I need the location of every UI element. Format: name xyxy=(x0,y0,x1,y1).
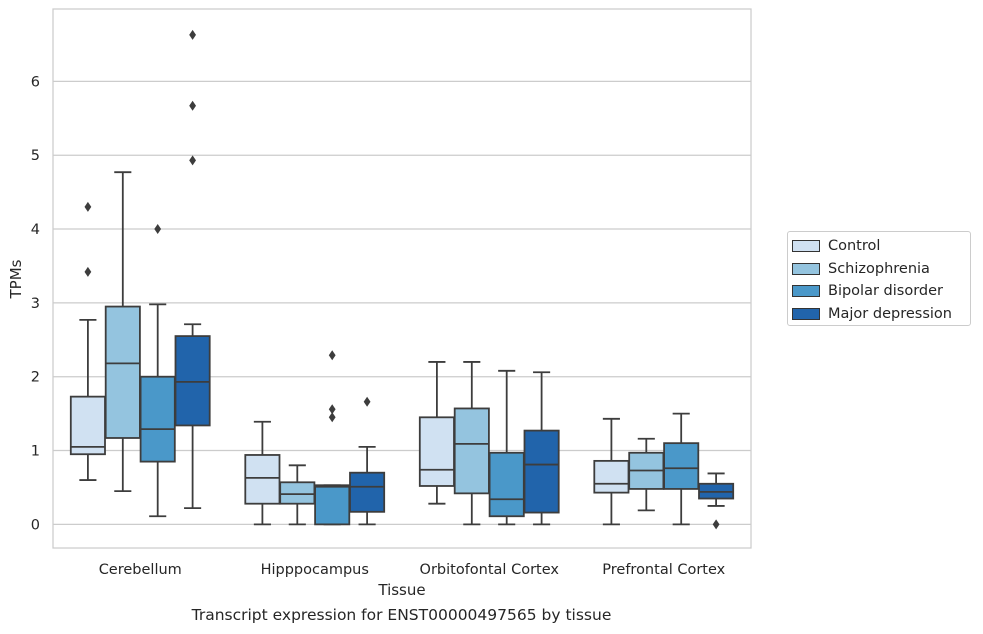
box-iqr xyxy=(139,375,176,463)
y-axis-label: TPMs xyxy=(7,259,25,299)
legend-label-schizophrenia: Schizophrenia xyxy=(828,260,930,277)
y-tick-labels: 0 1 2 3 4 5 6 xyxy=(31,74,40,533)
box-2-2 xyxy=(488,369,525,526)
box-2-3 xyxy=(663,412,700,526)
outlier-point xyxy=(154,224,162,235)
legend-swatch-major-depression xyxy=(792,307,820,320)
box-3-1 xyxy=(349,396,386,526)
box-1-0 xyxy=(104,171,141,493)
y-tick-label: 2 xyxy=(31,370,40,386)
outlier-point xyxy=(189,155,196,166)
box-iqr xyxy=(174,335,211,427)
box-iqr xyxy=(244,454,281,505)
box-iqr xyxy=(453,407,490,495)
box-2-0 xyxy=(139,224,176,518)
box-0-3 xyxy=(593,417,630,526)
y-tick-label: 0 xyxy=(31,517,40,533)
x-tick-label: Orbitofontal Cortex xyxy=(420,562,560,578)
legend-item-control: Control xyxy=(792,235,970,258)
x-axis-label: Tissue xyxy=(377,581,425,599)
y-tick-label: 5 xyxy=(31,148,40,164)
legend-item-bipolar-disorder: Bipolar disorder xyxy=(792,280,970,303)
legend-label-major-depression: Major depression xyxy=(828,305,952,322)
outlier-point xyxy=(328,350,336,361)
legend-item-schizophrenia: Schizophrenia xyxy=(792,258,970,281)
box-iqr xyxy=(593,459,630,494)
outlier-point xyxy=(84,201,92,212)
legend-item-major-depression: Major depression xyxy=(792,303,970,326)
box-series xyxy=(69,29,735,530)
box-3-3 xyxy=(698,472,735,530)
outlier-point xyxy=(363,396,371,407)
outlier-point xyxy=(189,29,196,40)
box-iqr xyxy=(69,395,106,456)
chart-caption: Transcript expression for ENST0000049756… xyxy=(191,606,612,624)
box-1-1 xyxy=(279,464,316,526)
y-tick-label: 6 xyxy=(31,74,40,90)
y-tick-label: 3 xyxy=(31,296,40,312)
legend-swatch-bipolar-disorder xyxy=(792,285,820,298)
y-tick-label: 4 xyxy=(31,222,40,238)
box-iqr xyxy=(349,471,386,513)
box-iqr xyxy=(314,484,351,526)
box-iqr xyxy=(488,451,525,518)
box-3-0 xyxy=(174,29,211,510)
outlier-point xyxy=(328,412,336,423)
box-0-2 xyxy=(418,361,455,505)
outlier-point xyxy=(712,519,720,530)
x-tick-labels: Cerebellum Hipppocampus Orbitofontal Corte… xyxy=(99,562,726,578)
outlier-point xyxy=(84,266,92,277)
x-tick-label: Prefrontal Cortex xyxy=(602,562,725,578)
box-1-3 xyxy=(628,437,665,512)
box-1-2 xyxy=(453,361,490,526)
legend-swatch-control xyxy=(792,240,820,253)
legend-label-bipolar-disorder: Bipolar disorder xyxy=(828,283,943,300)
box-0-1 xyxy=(244,420,281,526)
x-tick-label: Cerebellum xyxy=(99,562,182,578)
legend-swatch-schizophrenia xyxy=(792,262,820,275)
box-iqr xyxy=(418,416,455,487)
box-iqr xyxy=(523,429,560,514)
legend-label-control: Control xyxy=(828,238,881,255)
box-iqr xyxy=(663,442,700,490)
box-3-2 xyxy=(523,371,560,526)
y-tick-label: 1 xyxy=(31,444,40,460)
outlier-point xyxy=(189,100,196,111)
x-tick-label: Hipppocampus xyxy=(261,562,369,578)
box-iqr xyxy=(104,305,141,439)
outlier-point xyxy=(328,404,336,415)
legend: Control Schizophrenia Bipolar disorder M… xyxy=(787,231,971,326)
box-2-1 xyxy=(314,350,351,526)
plot-frame xyxy=(52,8,752,549)
box-iqr xyxy=(279,481,316,505)
